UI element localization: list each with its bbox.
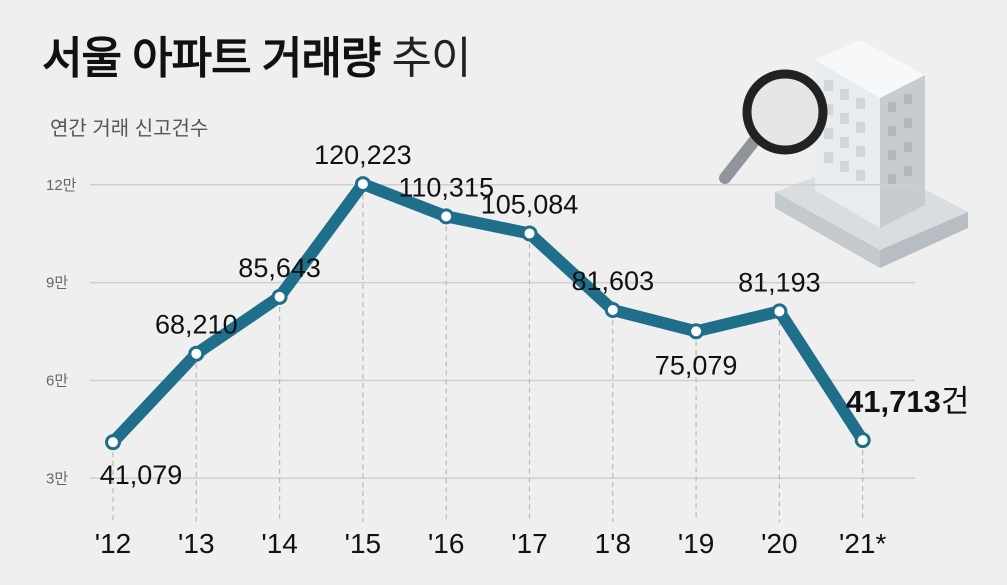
data-point-marker [854, 432, 871, 449]
data-point-marker [688, 323, 705, 340]
series-line-group [105, 176, 871, 451]
data-label: 75,079 [655, 350, 738, 380]
x-tick-label: '15 [345, 528, 382, 559]
chart-title-suffix: 추이 [391, 34, 472, 83]
series-line [107, 178, 869, 449]
data-label: 85,643 [238, 253, 321, 283]
data-label-unit: 건 [941, 384, 970, 419]
y-tick-label: 3만 [46, 470, 68, 487]
gridlines [90, 184, 915, 522]
x-tick-label: '20 [761, 528, 798, 559]
data-point-marker [105, 434, 121, 451]
data-label: 41,079 [100, 460, 183, 490]
data-label: 81,603 [572, 266, 655, 296]
data-label: 110,315 [398, 172, 494, 202]
data-label: 41,713건 [846, 384, 969, 419]
building-magnifier-icon [719, 40, 968, 268]
data-point-marker [188, 345, 205, 362]
data-label: 68,210 [155, 310, 238, 340]
data-label: 120,223 [314, 140, 412, 170]
x-tick-label: '21* [839, 528, 886, 559]
data-point-marker [521, 225, 538, 242]
y-axis-ticks: 3만 6만 9만 12만 [46, 177, 77, 487]
data-point-marker [354, 176, 371, 193]
data-point-marker [604, 302, 621, 319]
x-tick-label: 1'8 [595, 528, 632, 559]
x-tick-label: '17 [511, 528, 548, 559]
y-tick-label: 6만 [46, 372, 68, 389]
data-point-marker [271, 288, 288, 305]
data-point-marker [771, 303, 788, 320]
x-tick-label: '13 [178, 528, 215, 559]
data-label: 105,084 [481, 189, 579, 219]
x-tick-label: '12 [95, 528, 132, 559]
x-tick-label: '19 [678, 528, 715, 559]
data-point-marker [438, 208, 455, 225]
x-axis-ticks: '12 '13 '14 '15 '16 '17 1'8 '19 '20 '21* [95, 528, 887, 559]
data-label: 81,193 [738, 267, 821, 297]
y-tick-label: 9만 [46, 275, 68, 292]
chart-subtitle: 연간 거래 신고건수 [50, 118, 209, 140]
chart-title-main: 서울 아파트 거래량 [42, 34, 381, 83]
x-tick-label: '16 [428, 528, 465, 559]
chart-title: 서울 아파트 거래량 추이 [42, 22, 471, 86]
x-tick-label: '14 [261, 528, 298, 559]
y-tick-label: 12만 [46, 177, 77, 194]
